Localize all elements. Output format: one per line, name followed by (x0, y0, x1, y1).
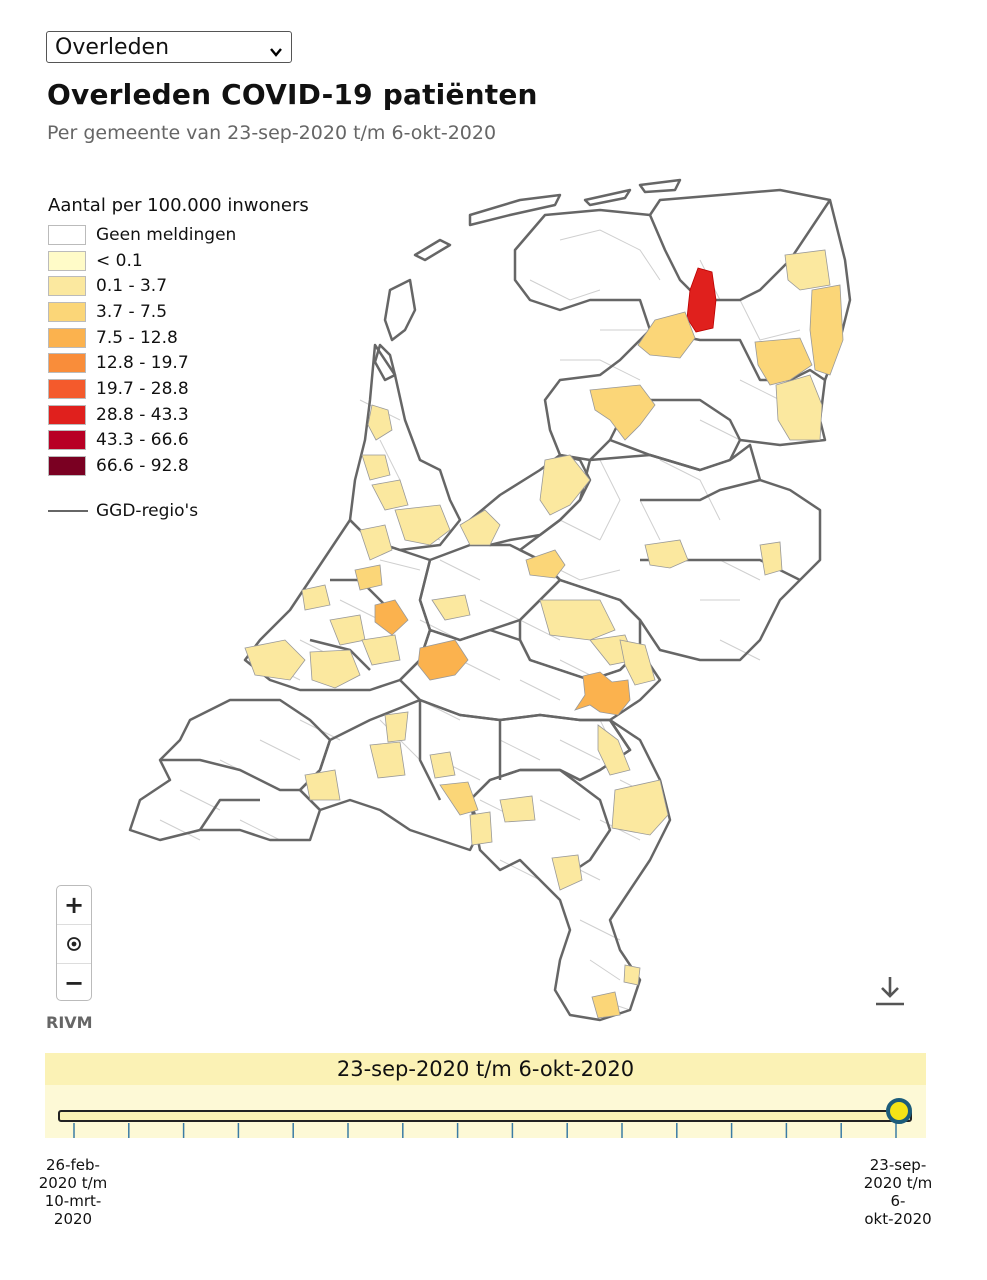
slider-end-label: 23-sep- 2020 t/m 6- okt-2020 (863, 1156, 933, 1228)
period-label: 23-sep-2020 t/m 6-okt-2020 (45, 1053, 926, 1085)
current-period: 23-sep-2020 t/m 6-okt-2020 (336, 1057, 635, 1081)
page-subtitle: Per gemeente van 23-sep-2020 t/m 6-okt-2… (47, 122, 497, 144)
slider-handle[interactable] (886, 1098, 912, 1124)
plus-icon: + (63, 891, 85, 919)
legend-item: 28.8 - 43.3 (48, 402, 309, 428)
legend-item: < 0.1 (48, 248, 309, 274)
municipality-fills (244, 249, 844, 1019)
slider-start-label: 26-feb- 2020 t/m 10-mrt- 2020 (38, 1156, 108, 1228)
legend-swatch (48, 430, 86, 451)
slider-track[interactable] (58, 1110, 912, 1122)
download-icon (876, 977, 904, 1006)
slider-ticks (73, 1123, 897, 1138)
legend-item: 3.7 - 7.5 (48, 299, 309, 325)
legend-label: 28.8 - 43.3 (96, 404, 189, 425)
indicator-select-value: Overleden (55, 34, 170, 60)
legend-swatch (48, 224, 86, 245)
legend-swatch (48, 404, 86, 425)
minus-icon: − (63, 969, 85, 997)
zoom-controls: + − (56, 885, 92, 1001)
legend-item: 43.3 - 66.6 (48, 428, 309, 454)
rivm-logo: RIVM (46, 1013, 93, 1032)
map-legend: Aantal per 100.000 inwoners Geen melding… (48, 195, 309, 521)
legend-ggd-label: GGD-regio's (96, 500, 199, 521)
legend-title: Aantal per 100.000 inwoners (48, 195, 309, 216)
legend-item: 19.7 - 28.8 (48, 376, 309, 402)
legend-swatch (48, 456, 86, 477)
reset-view-button[interactable] (57, 925, 91, 964)
legend-item: Geen meldingen (48, 222, 309, 248)
legend-label: 12.8 - 19.7 (96, 353, 189, 374)
ggd-line-icon (48, 509, 88, 512)
legend-label: 66.6 - 92.8 (96, 456, 189, 477)
zoom-out-button[interactable]: − (57, 964, 91, 1002)
legend-label: 0.1 - 3.7 (96, 276, 168, 297)
legend-item: 66.6 - 92.8 (48, 453, 309, 479)
legend-swatch (48, 378, 86, 399)
legend-swatch (48, 250, 86, 271)
legend-swatch (48, 353, 86, 374)
legend-swatch (48, 276, 86, 297)
legend-label: 3.7 - 7.5 (96, 301, 168, 322)
legend-ggd-line: GGD-regio's (48, 501, 309, 521)
legend-swatch (48, 327, 86, 348)
chevron-down-icon (269, 40, 283, 57)
netherlands-map[interactable] (0, 0, 987, 1040)
period-slider[interactable] (45, 1085, 926, 1138)
target-icon (67, 937, 81, 951)
download-button[interactable] (872, 974, 908, 1008)
legend-label: 7.5 - 12.8 (96, 327, 178, 348)
legend-item: 12.8 - 19.7 (48, 350, 309, 376)
legend-item: 7.5 - 12.8 (48, 325, 309, 351)
legend-item: 0.1 - 3.7 (48, 273, 309, 299)
indicator-select[interactable]: Overleden (46, 31, 292, 63)
legend-label: 43.3 - 66.6 (96, 430, 189, 451)
legend-label: < 0.1 (96, 250, 143, 271)
legend-label: 19.7 - 28.8 (96, 378, 189, 399)
zoom-in-button[interactable]: + (57, 886, 91, 925)
page-title: Overleden COVID-19 patiënten (47, 78, 538, 111)
legend-label: Geen meldingen (96, 224, 237, 245)
legend-swatch (48, 301, 86, 322)
